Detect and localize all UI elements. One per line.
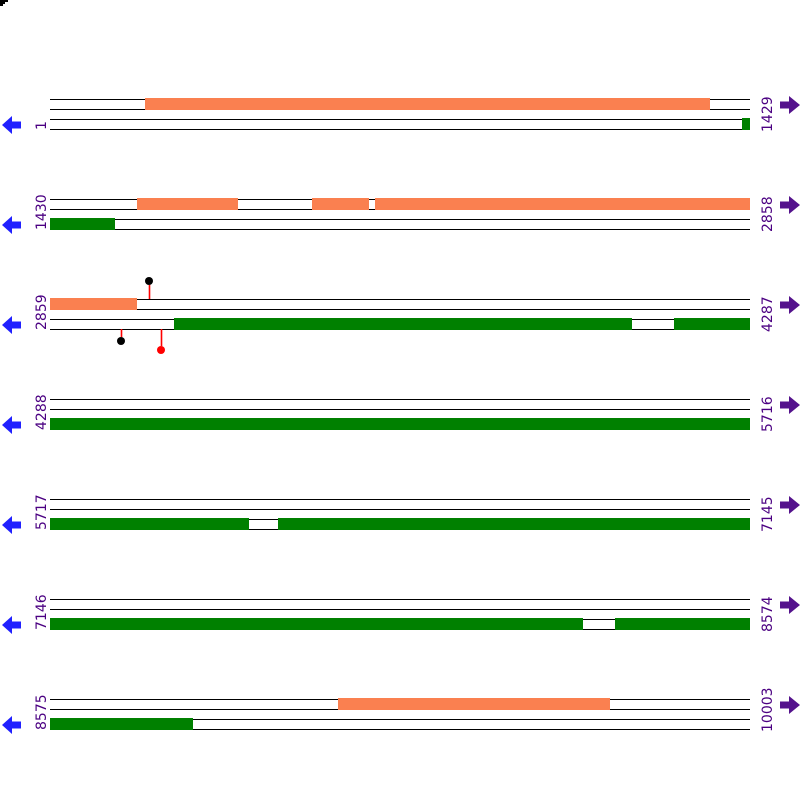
right-strand-arrow-icon[interactable]	[780, 296, 800, 314]
marker-dot[interactable]	[117, 337, 125, 345]
fragment-track: 1 1429	[2, 96, 800, 134]
fragment-start-coordinate: 8575	[34, 694, 50, 730]
fragment-track: 5717 7145	[2, 494, 800, 534]
reverse-feature-bar[interactable]	[742, 118, 750, 130]
forward-feature-bar[interactable]	[375, 198, 750, 210]
forward-feature-bar[interactable]	[145, 98, 710, 110]
right-strand-arrow-icon[interactable]	[780, 496, 800, 514]
marker-dot[interactable]	[157, 346, 165, 354]
fragment-start-coordinate: 4288	[34, 394, 50, 430]
right-strand-arrow-icon[interactable]	[780, 596, 800, 614]
fragment-start-coordinate: 1430	[34, 194, 50, 230]
right-strand-arrow-icon[interactable]	[780, 396, 800, 414]
fragment-track: 2859 4287	[2, 277, 800, 354]
fragment-end-coordinate: 2858	[760, 196, 776, 232]
reverse-feature-bar[interactable]	[50, 418, 750, 430]
reverse-feature-bar[interactable]	[50, 618, 583, 630]
reverse-feature-bar[interactable]	[615, 618, 750, 630]
left-strand-arrow-icon[interactable]	[2, 616, 21, 634]
reverse-feature-bar[interactable]	[50, 218, 115, 230]
left-strand-arrow-icon[interactable]	[2, 716, 21, 734]
marker-dot[interactable]	[145, 277, 153, 285]
fragment-end-coordinate: 4287	[760, 296, 776, 332]
reverse-feature-bar[interactable]	[50, 518, 249, 530]
right-strand-arrow-icon[interactable]	[780, 696, 800, 714]
reverse-feature-bar[interactable]	[278, 518, 750, 530]
left-strand-arrow-icon[interactable]	[2, 416, 21, 434]
fragment-start-coordinate: 5717	[34, 494, 50, 530]
fragment-start-coordinate: 2859	[34, 294, 50, 330]
left-strand-arrow-icon[interactable]	[2, 216, 21, 234]
fragment-track: 4288 5716	[2, 394, 800, 434]
right-strand-arrow-icon[interactable]	[780, 196, 800, 214]
reverse-feature-bar[interactable]	[174, 318, 632, 330]
fragment-end-coordinate: 10003	[760, 687, 776, 732]
forward-feature-bar[interactable]	[312, 198, 369, 210]
reverse-feature-bar[interactable]	[50, 718, 193, 730]
fragment-start-coordinate: 1	[34, 121, 50, 130]
fragment-end-coordinate: 5716	[760, 396, 776, 432]
fragment-end-coordinate: 1429	[760, 96, 776, 132]
reverse-feature-bar[interactable]	[674, 318, 750, 330]
fragment-end-coordinate: 7145	[760, 496, 776, 532]
fragment-start-coordinate: 7146	[34, 594, 50, 630]
forward-feature-bar[interactable]	[137, 198, 238, 210]
fragment-track: 1430 2858	[2, 194, 800, 234]
fragment-track: 8575 10003	[2, 687, 800, 734]
right-strand-arrow-icon[interactable]	[780, 96, 800, 114]
left-strand-arrow-icon[interactable]	[2, 316, 21, 334]
cutoff-glyph-artifact	[0, 0, 8, 6]
fragment-end-coordinate: 8574	[760, 596, 776, 632]
forward-feature-bar[interactable]	[338, 698, 610, 710]
forward-feature-bar[interactable]	[50, 298, 137, 310]
fragment-track: 7146 8574	[2, 594, 800, 634]
left-strand-arrow-icon[interactable]	[2, 516, 21, 534]
left-strand-arrow-icon[interactable]	[2, 116, 21, 134]
